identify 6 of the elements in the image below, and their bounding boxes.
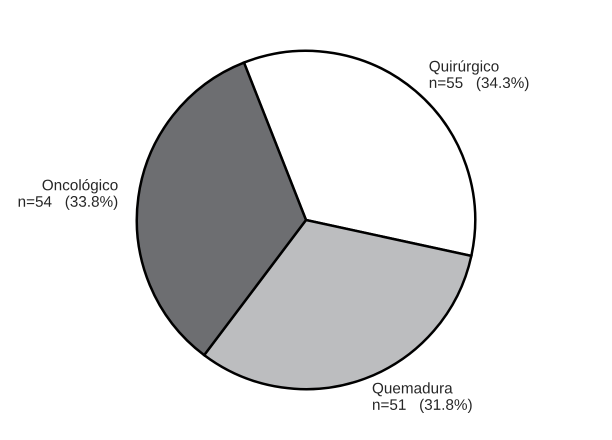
data-label: n=55 (34.3%) xyxy=(430,76,528,92)
slice-label: Oncológico xyxy=(42,179,118,194)
slice-label: Quirúrgico xyxy=(429,60,499,75)
data-label: n=54 (33.8%) xyxy=(18,196,118,210)
slice-label: Quemadura xyxy=(372,382,453,396)
data-label: n=51 (31.8%) xyxy=(372,398,472,413)
